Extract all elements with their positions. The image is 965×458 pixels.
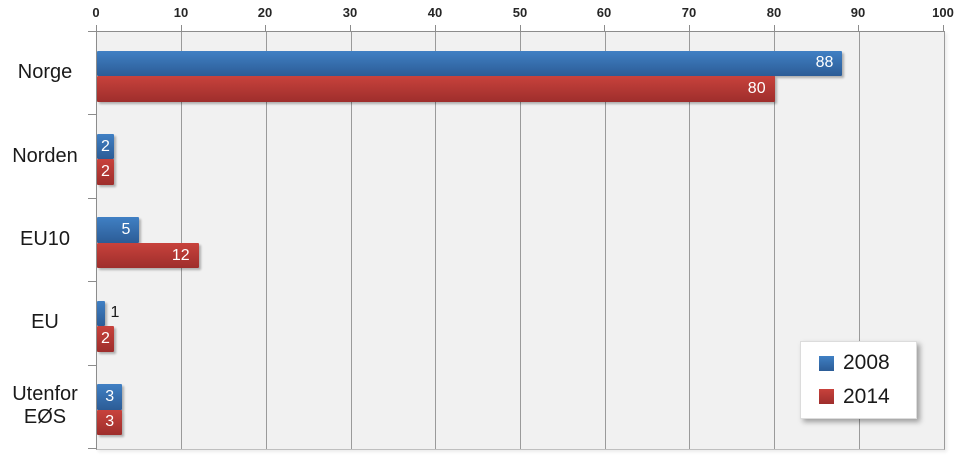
bar-2008-norden	[97, 133, 114, 160]
x-axis-tick-label: 90	[850, 5, 866, 20]
bar-2014-norden	[97, 159, 114, 185]
x-axis-tick-label: 30	[342, 5, 358, 20]
bar-2008-utenfor-eøs	[97, 384, 123, 410]
bar-value-label: 1	[110, 304, 120, 322]
category-axis-tick	[88, 198, 96, 199]
x-axis-tick	[435, 25, 436, 31]
category-label: EU10	[19, 227, 71, 250]
gridline	[520, 32, 521, 449]
gridline	[350, 32, 352, 449]
x-axis-tick-label: 60	[596, 5, 612, 20]
bar-2014-eu10	[97, 242, 199, 269]
gridline	[858, 32, 860, 449]
gridline	[265, 32, 267, 449]
gridline	[604, 32, 606, 449]
bar-2014-norge	[97, 76, 775, 102]
gridline	[181, 32, 183, 449]
x-axis-tick	[943, 25, 944, 31]
x-axis-tick	[689, 25, 690, 31]
category-axis-tick	[88, 365, 96, 366]
gridline	[435, 32, 437, 449]
legend-swatch-2014	[819, 389, 834, 405]
x-axis-tick	[265, 25, 266, 31]
bar-2014-eu	[97, 326, 114, 352]
gridline	[689, 32, 691, 449]
x-axis-tick-label: 100	[932, 5, 954, 20]
category-label: Norge	[17, 61, 73, 84]
legend: 2008 2014	[800, 341, 917, 419]
legend-swatch-2008	[819, 355, 834, 371]
legend-label: 2008	[843, 351, 890, 375]
bar-value-label: 88	[815, 54, 834, 72]
bar-2008-eu	[97, 300, 106, 327]
category-axis-tick	[88, 31, 96, 32]
category-axis-tick	[88, 281, 96, 282]
gridline	[774, 32, 776, 449]
bar-value-label: 2	[101, 163, 110, 181]
category-label: EU	[31, 311, 59, 334]
legend-item-2008: 2008	[819, 351, 916, 375]
bar-value-label: 3	[105, 413, 115, 431]
x-axis-tick-label: 50	[512, 5, 528, 20]
bar-2008-norge	[97, 50, 843, 76]
bar-value-label: 80	[747, 79, 766, 97]
bar-value-label: 2	[101, 329, 110, 347]
x-axis-tick-label: 70	[681, 5, 697, 20]
x-axis-tick	[858, 25, 859, 31]
x-axis-tick	[520, 25, 521, 31]
legend-label: 2014	[843, 384, 890, 408]
legend-item-2014: 2014	[819, 385, 916, 409]
bar-value-label: 5	[121, 221, 131, 239]
category-axis-tick	[88, 114, 96, 115]
bar-value-label: 2	[101, 137, 110, 155]
bar-2008-eu10	[97, 217, 140, 243]
x-axis-tick-label: 0	[92, 5, 100, 20]
x-axis-tick-label: 20	[257, 5, 273, 20]
x-axis-tick	[604, 25, 605, 31]
x-axis-tick	[96, 25, 97, 31]
category-label: Utenfor EØS	[12, 383, 78, 429]
x-axis-tick	[350, 25, 351, 31]
x-axis-tick-label: 40	[427, 5, 443, 20]
x-axis-tick-label: 80	[766, 5, 782, 20]
bar-value-label: 3	[105, 387, 115, 405]
bar-value-label: 12	[171, 246, 190, 264]
bar-2014-utenfor-eøs	[97, 409, 123, 436]
x-axis-tick	[181, 25, 182, 31]
category-label: Norden	[12, 144, 78, 167]
x-axis-tick-label: 10	[173, 5, 189, 20]
x-axis-tick	[774, 25, 775, 31]
category-axis-tick	[88, 448, 96, 449]
